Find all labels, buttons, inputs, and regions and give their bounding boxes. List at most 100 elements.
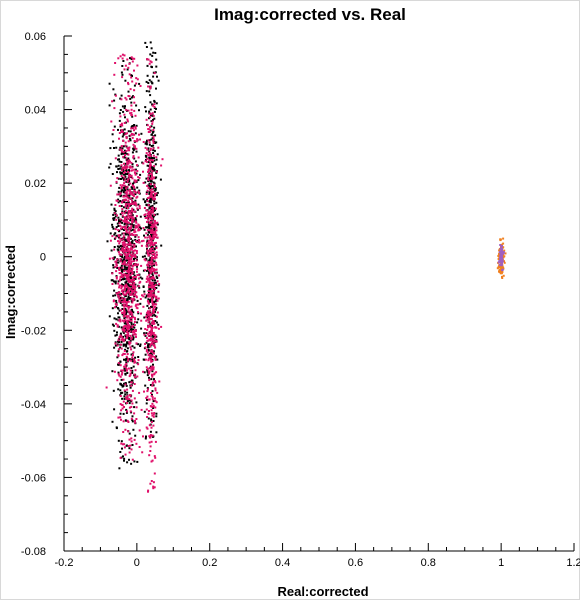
data-point <box>150 177 152 180</box>
data-point <box>118 132 121 134</box>
data-point <box>134 286 137 288</box>
data-point <box>129 223 132 226</box>
data-point <box>131 271 134 274</box>
data-point <box>124 173 126 176</box>
data-point <box>500 247 503 250</box>
data-point <box>131 265 134 268</box>
data-point <box>128 228 131 231</box>
data-point <box>137 356 140 358</box>
data-point <box>135 335 137 338</box>
data-point <box>154 272 157 275</box>
data-point <box>499 264 502 267</box>
data-point <box>134 356 137 359</box>
data-point <box>128 232 131 235</box>
data-point <box>137 203 140 206</box>
data-point <box>129 134 132 137</box>
data-point <box>147 301 150 304</box>
data-point <box>128 285 131 288</box>
data-point <box>155 192 158 195</box>
data-point <box>121 337 124 340</box>
data-point <box>155 158 158 161</box>
data-point <box>131 187 134 190</box>
data-point <box>127 199 130 202</box>
data-point <box>131 207 134 210</box>
data-point <box>149 161 152 164</box>
data-point <box>151 390 154 393</box>
data-point <box>120 418 122 421</box>
data-point <box>147 311 150 314</box>
data-point <box>135 82 138 85</box>
data-point <box>153 309 156 311</box>
data-point <box>155 371 158 374</box>
data-point <box>119 221 122 224</box>
data-point <box>134 318 137 321</box>
data-point <box>124 96 127 99</box>
data-point <box>502 256 505 259</box>
data-point <box>115 303 118 306</box>
data-point <box>130 379 133 382</box>
data-point <box>154 389 157 392</box>
data-point <box>140 132 143 135</box>
data-point <box>127 306 130 308</box>
x-tick-label: 0.2 <box>202 557 217 569</box>
data-point <box>147 346 149 349</box>
data-point <box>130 319 133 322</box>
data-point <box>499 239 502 242</box>
data-point <box>113 317 116 320</box>
data-point <box>150 165 153 168</box>
data-point <box>130 462 133 465</box>
data-point <box>148 182 151 185</box>
data-point <box>147 298 150 301</box>
data-point <box>131 420 134 423</box>
data-point <box>129 211 132 214</box>
data-point <box>149 201 152 204</box>
data-point <box>130 292 133 295</box>
data-point <box>128 137 131 140</box>
data-point <box>131 252 134 255</box>
data-point <box>117 280 120 283</box>
data-point <box>151 459 154 462</box>
data-point <box>123 322 126 325</box>
data-point <box>119 192 122 195</box>
data-point <box>133 231 136 234</box>
data-point <box>141 255 144 258</box>
data-point <box>123 305 126 308</box>
data-point <box>153 397 156 400</box>
data-point <box>147 343 150 346</box>
data-point <box>151 231 154 234</box>
data-point <box>132 298 135 301</box>
data-point <box>152 129 155 131</box>
data-point <box>149 195 152 198</box>
data-point <box>153 252 156 255</box>
data-point <box>118 205 121 207</box>
data-point <box>152 149 155 152</box>
data-point <box>119 146 122 149</box>
data-point <box>124 141 127 144</box>
data-point <box>145 191 148 194</box>
data-point <box>154 230 157 233</box>
data-point <box>129 204 132 207</box>
data-point <box>131 193 134 196</box>
data-point <box>120 205 123 208</box>
data-point <box>136 195 139 198</box>
data-point <box>138 176 141 179</box>
data-point <box>129 174 132 177</box>
data-point <box>151 365 154 368</box>
data-point <box>157 323 160 326</box>
data-point <box>123 242 126 245</box>
data-point <box>127 275 130 278</box>
data-point <box>148 154 151 157</box>
data-point <box>113 370 116 373</box>
data-point <box>134 220 137 223</box>
data-point <box>116 344 119 347</box>
data-point <box>157 297 160 300</box>
data-point <box>131 360 134 363</box>
data-point <box>122 186 125 189</box>
data-point <box>153 486 156 489</box>
data-point <box>145 204 148 207</box>
data-point <box>152 181 155 184</box>
data-point <box>128 236 130 239</box>
data-point <box>125 181 128 183</box>
data-point <box>155 226 158 229</box>
data-point <box>156 191 159 194</box>
